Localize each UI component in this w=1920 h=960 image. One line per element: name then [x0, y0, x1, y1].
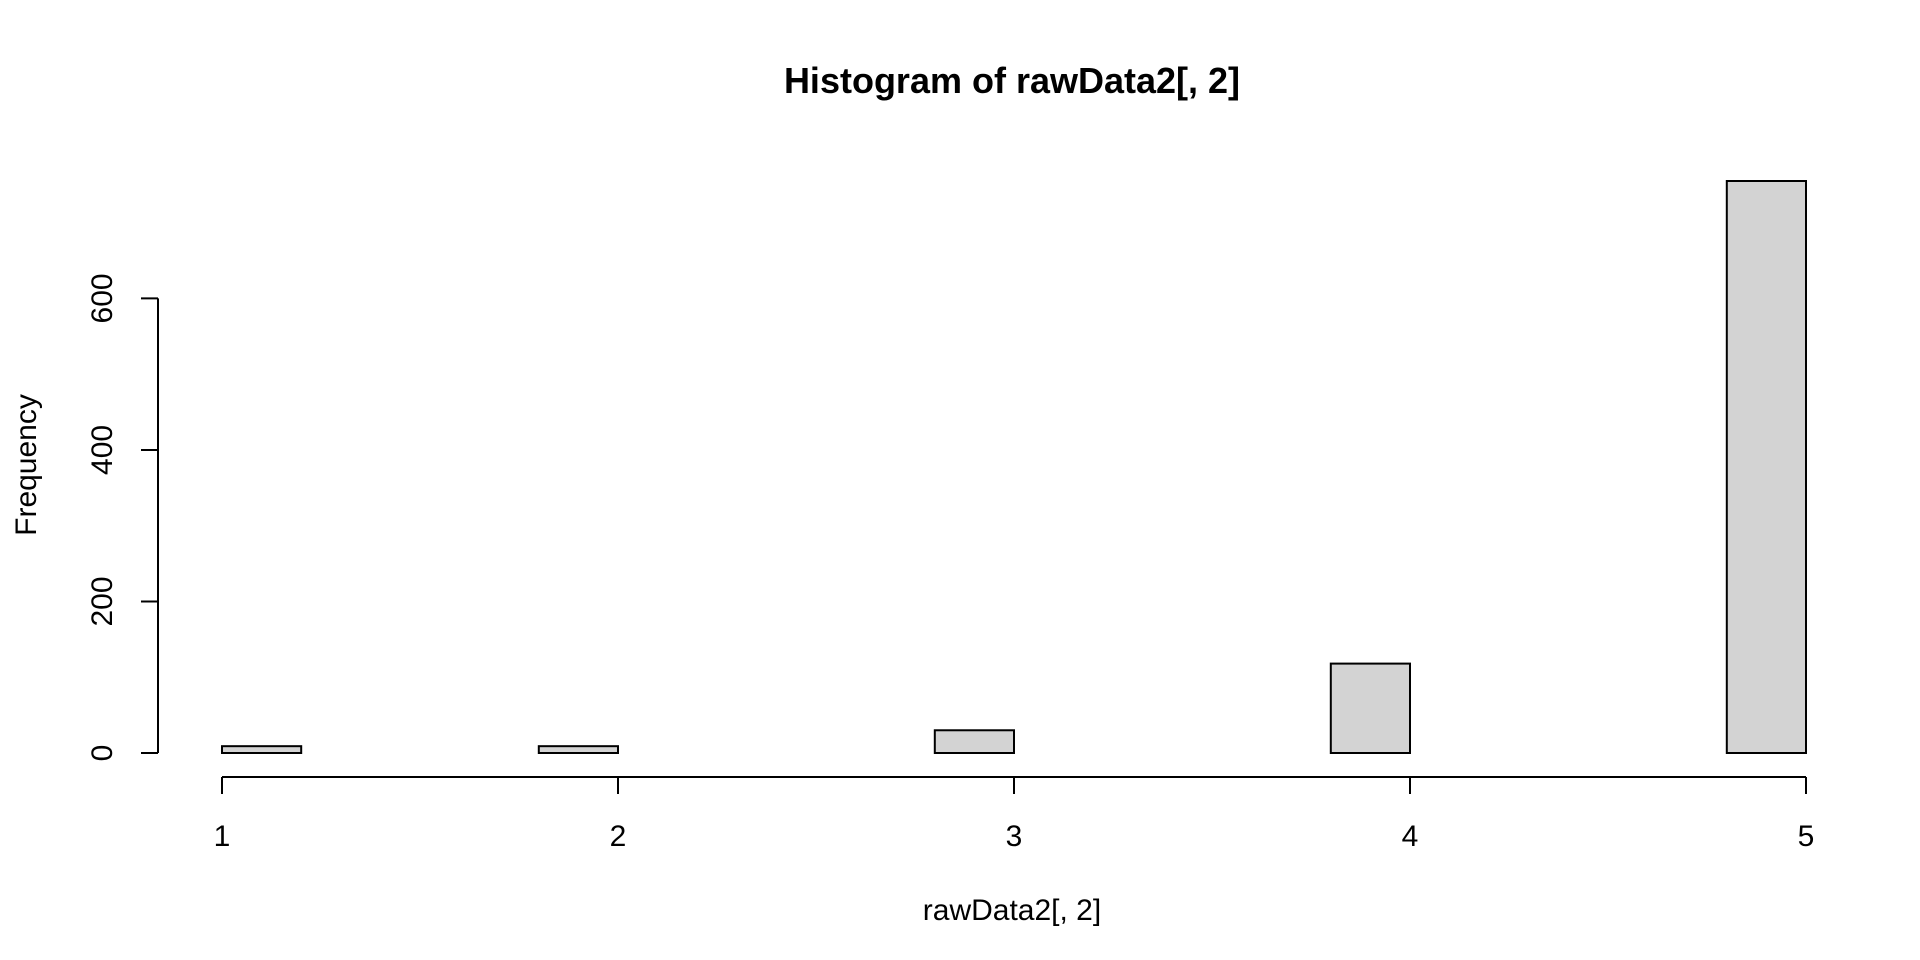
- histogram-bar: [537, 745, 619, 755]
- histogram-bar: [1329, 662, 1412, 754]
- y-axis-label: Frequency: [10, 394, 43, 536]
- x-tick-label: 5: [1798, 820, 1815, 853]
- x-axis: 1 2 3 4 5: [214, 776, 1815, 853]
- chart-title: Histogram of rawData2[, 2]: [784, 60, 1240, 101]
- x-tick-label: 3: [1006, 820, 1023, 853]
- histogram-bar: [933, 729, 1015, 755]
- y-tick-label: 200: [86, 576, 119, 626]
- histogram-bar: [1725, 180, 1808, 754]
- x-tick-label: 4: [1402, 820, 1419, 853]
- x-tick-label: 1: [214, 820, 231, 853]
- x-axis-label: rawData2[, 2]: [923, 894, 1101, 927]
- y-tick-label: 600: [86, 273, 119, 323]
- y-tick-label: 0: [86, 745, 119, 762]
- y-axis: 0 200 400 600: [86, 273, 159, 762]
- histogram-bar: [221, 745, 303, 755]
- bars-group: [221, 180, 1808, 755]
- x-tick-label: 2: [610, 820, 627, 853]
- y-tick-label: 400: [86, 425, 119, 475]
